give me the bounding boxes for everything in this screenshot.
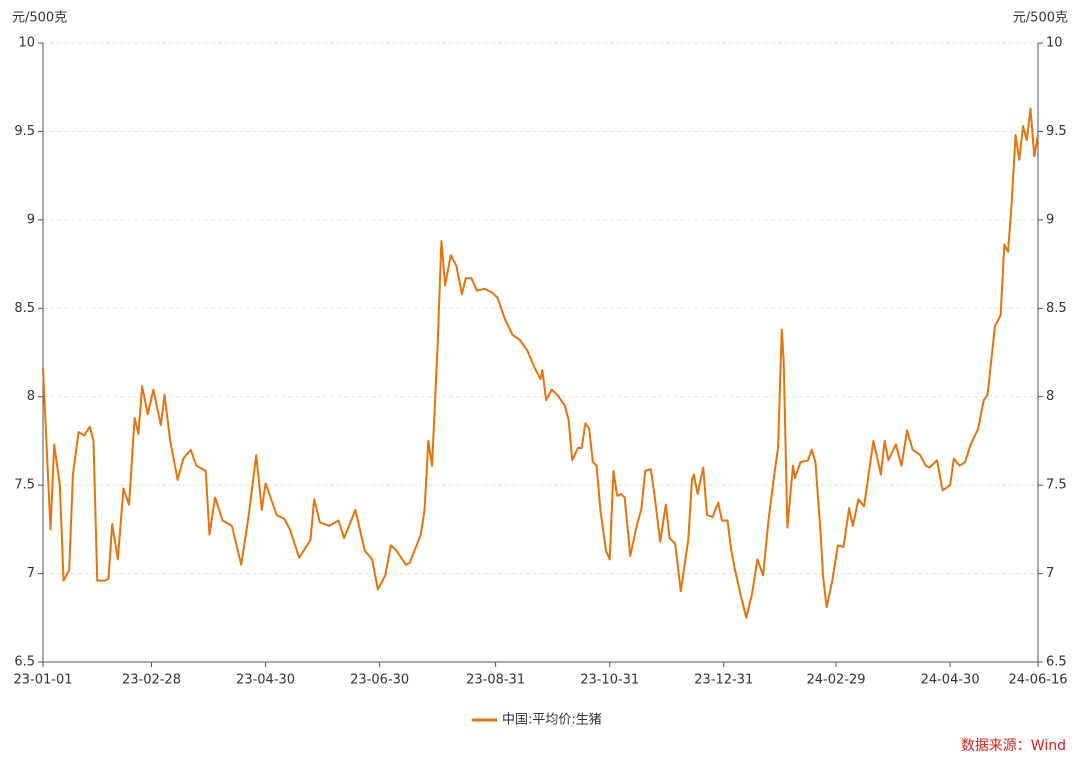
y-tick-label: 8.5: [14, 301, 35, 316]
x-tick-label: 23-06-30: [350, 673, 409, 688]
x-tick-label: 23-02-28: [122, 673, 181, 688]
x-tick-label: 24-06-16: [1008, 673, 1067, 688]
x-tick-label: 23-01-01: [13, 673, 72, 688]
data-line: [42, 107, 1039, 619]
y2-tick-label: 6.5: [1046, 655, 1067, 670]
y-tick-label: 10: [18, 36, 35, 51]
y2-axis-label: 元/500克: [1013, 11, 1068, 26]
y-tick-label: 9: [27, 212, 35, 227]
y2-tick-label: 7: [1046, 566, 1054, 581]
y2-tick-label: 9.5: [1046, 124, 1067, 139]
y-tick-label: 7.5: [14, 478, 35, 493]
y2-tick-label: 9: [1046, 212, 1054, 227]
y-tick-label: 9.5: [14, 124, 35, 139]
x-tick-label: 23-10-31: [580, 673, 639, 688]
legend-label: 中国:平均价:生猪: [502, 713, 602, 728]
y-axis-label: 元/500克: [12, 11, 67, 26]
y-tick-label: 8: [27, 389, 35, 404]
x-tick-label: 23-12-31: [694, 673, 753, 688]
x-tick-label: 23-08-31: [466, 673, 525, 688]
x-tick-label: 23-04-30: [236, 673, 295, 688]
y2-tick-label: 8: [1046, 389, 1054, 404]
source-note: 数据来源：Wind: [961, 738, 1066, 754]
x-tick-label: 24-04-30: [921, 673, 980, 688]
y2-tick-label: 8.5: [1046, 301, 1067, 316]
y-tick-label: 6.5: [14, 655, 35, 670]
y2-tick-label: 7.5: [1046, 478, 1067, 493]
y2-tick-label: 10: [1046, 36, 1063, 51]
y-tick-label: 7: [27, 566, 35, 581]
x-tick-label: 24-02-29: [806, 673, 865, 688]
